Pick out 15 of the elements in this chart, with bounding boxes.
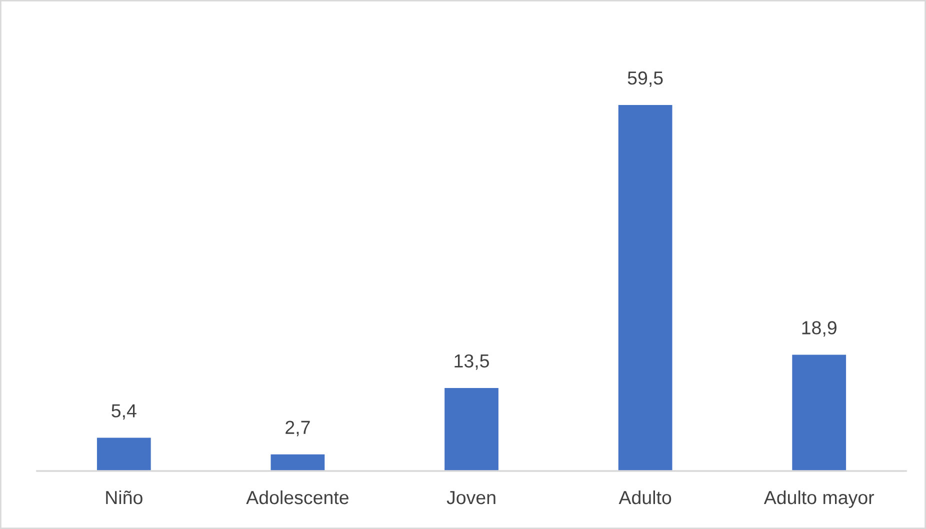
x-tick-label: Adulto mayor <box>764 490 874 508</box>
x-tick-label: Adolescente <box>246 490 348 504</box>
data-label: 18,9 <box>802 321 836 337</box>
data-label: 59,5 <box>628 71 663 87</box>
data-label: 2,7 <box>286 420 310 436</box>
x-tick-label: Adulto <box>618 490 672 504</box>
bar <box>444 388 498 471</box>
x-tick-label: Joven <box>446 491 496 504</box>
data-label: 13,5 <box>454 354 489 370</box>
bar <box>96 438 151 471</box>
x-tick-label: Niño <box>106 490 142 504</box>
bar <box>792 354 846 471</box>
data-label: 5,4 <box>112 404 136 420</box>
bar <box>270 454 325 471</box>
bar <box>618 105 672 471</box>
